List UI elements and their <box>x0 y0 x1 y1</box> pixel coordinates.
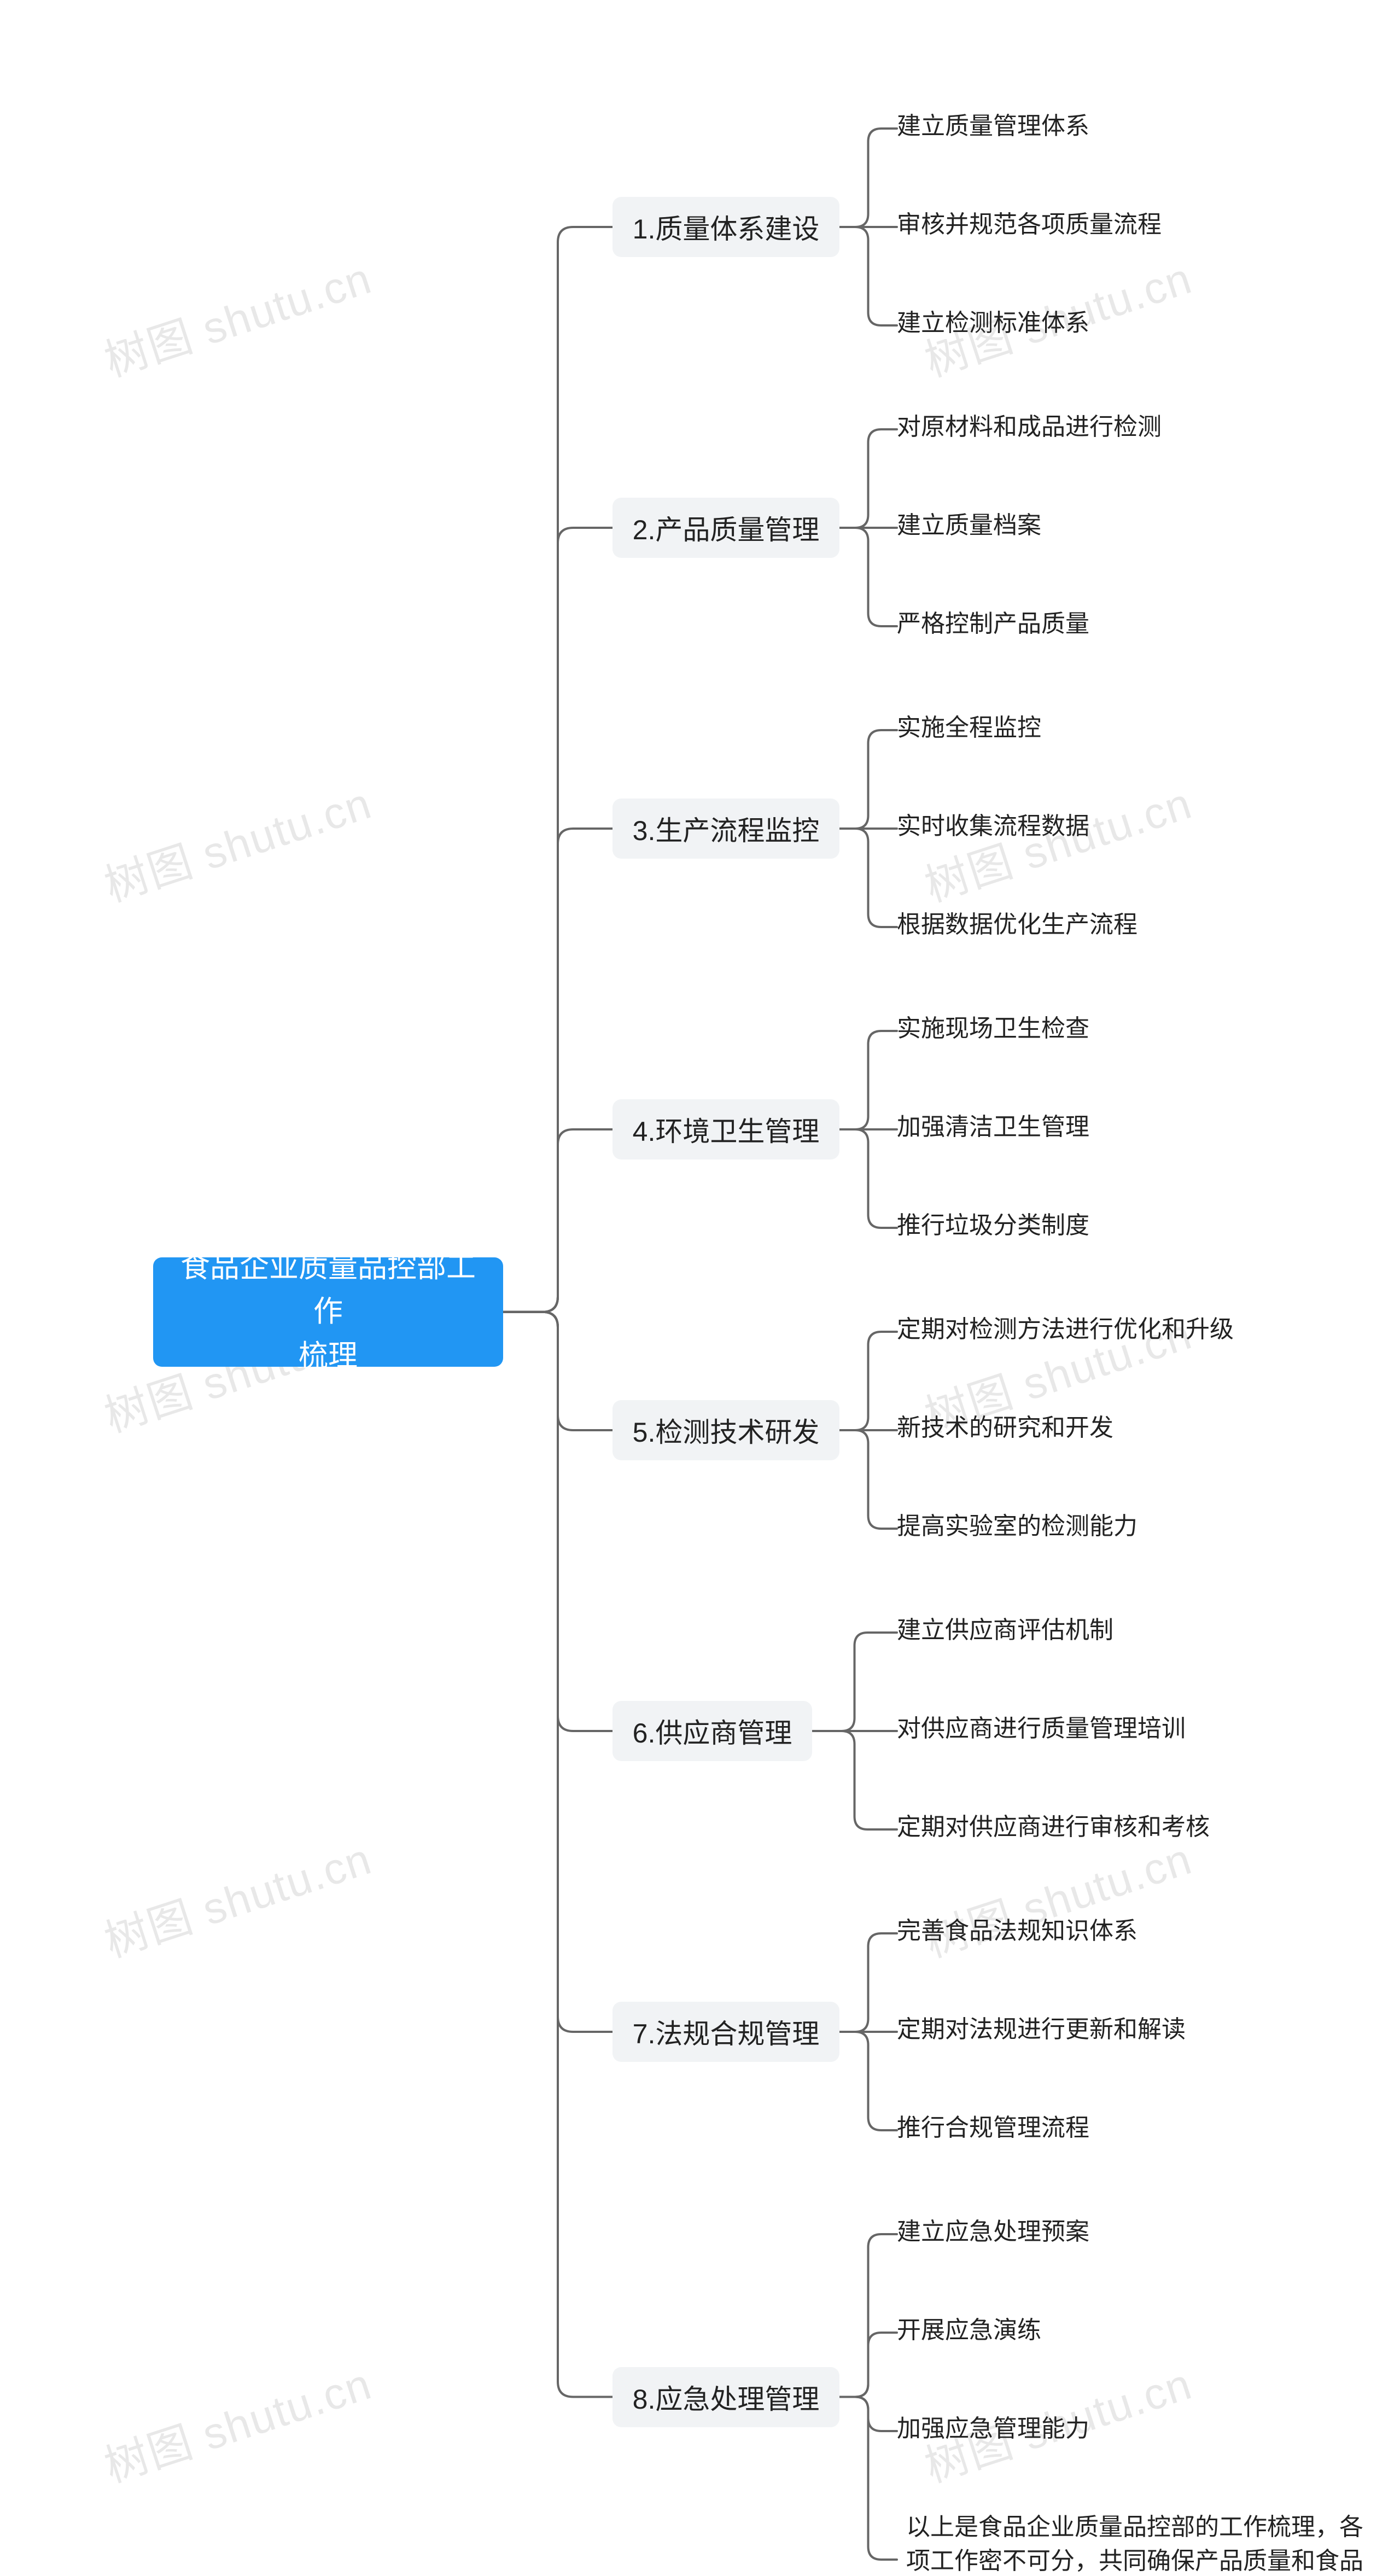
branch-label: 3.生产流程监控 <box>633 809 820 848</box>
branch-node[interactable]: 4.环境卫生管理 <box>612 1099 839 1159</box>
leaf-label: 新技术的研究和开发 <box>897 1411 1113 1445</box>
leaf-label: 加强清洁卫生管理 <box>897 1110 1089 1144</box>
leaf-node[interactable]: 实施现场卫生检查 <box>897 1012 1089 1050</box>
leaf-label: 开展应急演练 <box>897 2313 1041 2347</box>
leaf-node[interactable]: 实施全程监控 <box>897 711 1041 749</box>
leaf-label: 实施全程监控 <box>897 711 1041 745</box>
leaf-node[interactable]: 对原材料和成品进行检测 <box>897 410 1162 448</box>
leaf-label: 根据数据优化生产流程 <box>897 908 1138 942</box>
branch-label: 8.应急处理管理 <box>633 2377 820 2417</box>
leaf-label: 推行合规管理流程 <box>897 2111 1089 2145</box>
leaf-label: 定期对检测方法进行优化和升级 <box>897 1313 1234 1347</box>
leaf-node[interactable]: 加强清洁卫生管理 <box>897 1110 1089 1149</box>
leaf-node[interactable]: 推行合规管理流程 <box>897 2111 1089 2149</box>
leaf-label: 完善食品法规知识体系 <box>897 1914 1138 1948</box>
branch-label: 7.法规合规管理 <box>633 2012 820 2052</box>
branch-node[interactable]: 2.产品质量管理 <box>612 498 839 558</box>
leaf-label: 定期对法规进行更新和解读 <box>897 2013 1186 2047</box>
leaf-node[interactable]: 以上是食品企业质量品控部的工作梳理，各项工作密不可分，共同确保产品质量和食品安全… <box>897 2510 1373 2576</box>
leaf-node[interactable]: 审核并规范各项质量流程 <box>897 208 1162 246</box>
leaf-label: 对供应商进行质量管理培训 <box>897 1712 1186 1746</box>
leaf-label: 建立应急处理预案 <box>897 2215 1089 2249</box>
watermark: 树图 shutu.cn <box>95 768 378 914</box>
leaf-label: 实施现场卫生检查 <box>897 1012 1089 1046</box>
leaf-node[interactable]: 定期对检测方法进行优化和升级 <box>897 1313 1234 1351</box>
root-node[interactable]: 食品企业质量品控部工作梳理 <box>153 1257 503 1367</box>
leaf-label: 建立质量档案 <box>897 509 1041 543</box>
leaf-node[interactable]: 建立质量管理体系 <box>897 109 1089 148</box>
branch-node[interactable]: 5.检测技术研发 <box>612 1400 839 1460</box>
leaf-node[interactable]: 对供应商进行质量管理培训 <box>897 1712 1186 1750</box>
leaf-label: 对原材料和成品进行检测 <box>897 410 1162 444</box>
leaf-node[interactable]: 建立应急处理预案 <box>897 2215 1089 2253</box>
branch-node[interactable]: 1.质量体系建设 <box>612 197 839 257</box>
root-label-line2: 梳理 <box>175 1334 481 1378</box>
branch-label: 6.供应商管理 <box>633 1711 792 1751</box>
leaf-node[interactable]: 加强应急管理能力 <box>897 2412 1089 2450</box>
leaf-node[interactable]: 建立质量档案 <box>897 509 1041 547</box>
leaf-node[interactable]: 新技术的研究和开发 <box>897 1411 1113 1449</box>
branch-label: 2.产品质量管理 <box>633 508 820 547</box>
branch-node[interactable]: 3.生产流程监控 <box>612 799 839 859</box>
leaf-node[interactable]: 严格控制产品质量 <box>897 607 1089 645</box>
leaf-node[interactable]: 定期对法规进行更新和解读 <box>897 2013 1186 2051</box>
branch-node[interactable]: 6.供应商管理 <box>612 1701 812 1761</box>
branch-label: 4.环境卫生管理 <box>633 1110 820 1149</box>
leaf-label: 严格控制产品质量 <box>897 607 1089 641</box>
leaf-label: 建立质量管理体系 <box>897 109 1089 143</box>
branch-node[interactable]: 7.法规合规管理 <box>612 2002 839 2062</box>
mindmap-canvas: 树图 shutu.cn 树图 shutu.cn 树图 shutu.cn 树图 shut… <box>0 0 1400 2576</box>
watermark: 树图 shutu.cn <box>95 1824 378 1970</box>
branch-label: 1.质量体系建设 <box>633 207 820 247</box>
leaf-node[interactable]: 开展应急演练 <box>897 2313 1041 2352</box>
branch-label: 5.检测技术研发 <box>633 1411 820 1450</box>
leaf-node[interactable]: 提高实验室的检测能力 <box>897 1510 1138 1548</box>
leaf-node[interactable]: 定期对供应商进行审核和考核 <box>897 1810 1210 1849</box>
watermark: 树图 shutu.cn <box>95 243 378 389</box>
leaf-label: 以上是食品企业质量品控部的工作梳理，各项工作密不可分，共同确保产品质量和食品安全… <box>897 2510 1373 2576</box>
watermark: 树图 shutu.cn <box>95 2349 378 2495</box>
leaf-label: 实时收集流程数据 <box>897 809 1089 843</box>
leaf-node[interactable]: 推行垃圾分类制度 <box>897 1209 1089 1247</box>
leaf-node[interactable]: 建立供应商评估机制 <box>897 1613 1113 1652</box>
leaf-label: 加强应急管理能力 <box>897 2412 1089 2446</box>
branch-node[interactable]: 8.应急处理管理 <box>612 2367 839 2427</box>
leaf-label: 提高实验室的检测能力 <box>897 1510 1138 1543</box>
leaf-label: 审核并规范各项质量流程 <box>897 208 1162 242</box>
leaf-node[interactable]: 根据数据优化生产流程 <box>897 908 1138 946</box>
leaf-node[interactable]: 实时收集流程数据 <box>897 809 1089 848</box>
leaf-node[interactable]: 建立检测标准体系 <box>897 306 1089 345</box>
leaf-label: 定期对供应商进行审核和考核 <box>897 1810 1210 1844</box>
leaf-node[interactable]: 完善食品法规知识体系 <box>897 1914 1138 1953</box>
leaf-label: 建立检测标准体系 <box>897 306 1089 340</box>
leaf-label: 建立供应商评估机制 <box>897 1613 1113 1647</box>
leaf-label: 推行垃圾分类制度 <box>897 1209 1089 1243</box>
root-label-line1: 食品企业质量品控部工作 <box>175 1245 481 1334</box>
